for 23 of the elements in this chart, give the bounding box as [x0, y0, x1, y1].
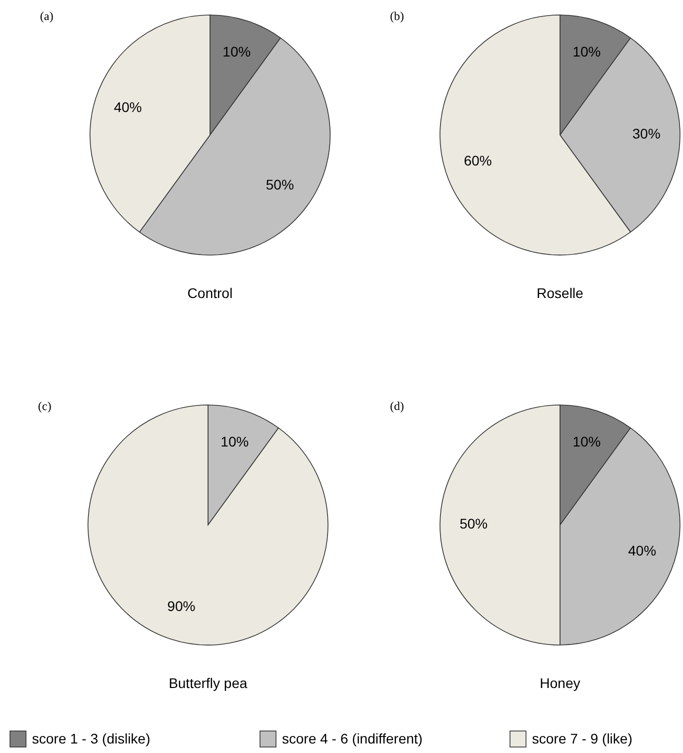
- legend-label: score 7 - 9 (like): [532, 730, 632, 747]
- chart-title: (c): [38, 399, 52, 413]
- data-label: 30%: [632, 126, 660, 142]
- data-label: 10%: [220, 434, 249, 450]
- text: Control: [187, 285, 233, 301]
- text: Butterfly pea: [168, 675, 248, 691]
- chart-title: (d): [390, 399, 404, 413]
- data-label: 50%: [460, 516, 488, 532]
- chart-title: (a): [40, 9, 54, 23]
- data-label: 10%: [572, 44, 601, 60]
- data-label: 10%: [222, 44, 251, 60]
- pie-slice: [88, 404, 328, 646]
- chart-title: (b): [390, 9, 404, 23]
- legend-label: score 1 - 3 (dislike): [32, 730, 150, 747]
- text: Roselle: [536, 285, 584, 301]
- data-label: 60%: [464, 152, 492, 168]
- legend-label: score 4 - 6 (indifferent): [282, 730, 423, 747]
- data-label: 90%: [167, 598, 196, 614]
- data-label: 50%: [266, 176, 294, 192]
- text: Honey: [540, 675, 580, 691]
- data-label: 10%: [572, 434, 601, 450]
- data-label: 40%: [628, 542, 656, 558]
- data-label: 40%: [114, 99, 142, 116]
